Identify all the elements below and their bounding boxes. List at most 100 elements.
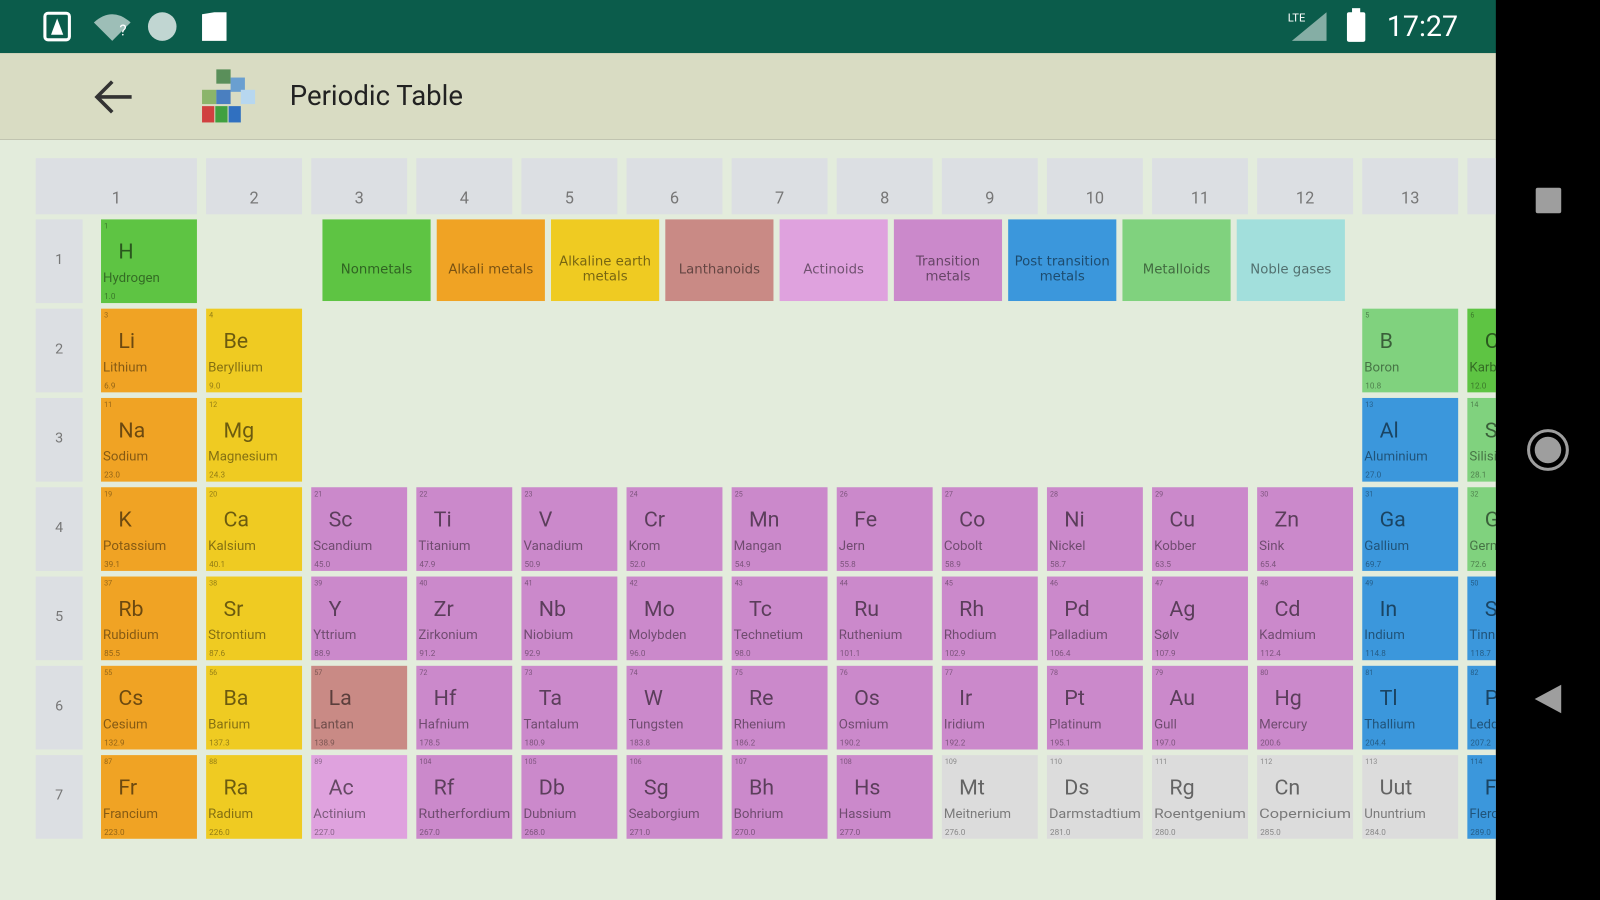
element-cell[interactable]: 50 Sn Tinn 118.7 [1467,576,1563,661]
element-symbol: B [1380,329,1393,354]
element-cell[interactable]: 72 Hf Hafnium 178.5 [416,665,513,750]
element-cell[interactable]: 55 Cs Cesium 132.9 [101,665,197,750]
element-cell[interactable]: 82 Pb Ledd 207.2 [1467,665,1563,750]
recents-button[interactable] [1535,187,1562,214]
element-cell[interactable]: 89 Ac Actinium 227.0 [311,755,408,839]
element-number: 104 [419,757,431,766]
element-cell[interactable]: 81 Tl Thallium 204.4 [1362,665,1459,750]
element-name: Zirkonium [418,628,477,643]
element-cell[interactable]: 48 Cd Kadmium 112.4 [1257,576,1354,661]
element-cell[interactable]: 74 W Tungsten 183.8 [626,665,723,750]
element-number: 30 [1260,489,1268,498]
legend-swatch [551,219,660,302]
element-name: Francium [103,807,158,822]
back-nav-button[interactable] [1534,684,1562,714]
element-cell[interactable]: 87 Fr Francium 223.0 [101,755,197,839]
element-cell[interactable]: 47 Ag Sølv 107.9 [1152,576,1248,661]
element-cell[interactable]: 22 Ti Titanium 47.9 [416,487,513,571]
element-cell[interactable]: 38 Sr Strontium 87.6 [206,576,303,661]
element-cell[interactable]: 57 La Lantan 138.9 [311,665,408,750]
element-cell[interactable]: 6 C Karbon 12.0 [1467,308,1563,393]
element-cell[interactable]: 5 B Boron 10.8 [1362,308,1459,393]
element-cell[interactable]: 46 Pd Palladium 106.4 [1046,576,1143,661]
element-cell[interactable]: 24 Cr Krom 52.0 [626,487,723,571]
element-mass: 285.0 [1260,827,1281,837]
element-cell[interactable]: 79 Au Gull 197.0 [1152,665,1248,750]
element-cell[interactable]: 21 Sc Scandium 45.0 [311,487,408,571]
element-name: Lithium [103,360,147,375]
element-cell[interactable]: 11 Na Sodium 23.0 [101,397,197,482]
home-button[interactable] [1527,429,1569,471]
element-cell[interactable]: 44 Ru Ruthenium 101.1 [836,576,933,661]
element-mass: 1.0 [104,291,116,301]
element-cell[interactable]: 76 Os Osmium 190.2 [836,665,933,750]
element-mass: 271.0 [630,827,651,837]
status-icons: ? LTE [43,8,1366,42]
element-number: 28 [1050,489,1058,498]
element-cell[interactable]: 88 Ra Radium 226.0 [206,755,303,839]
element-mass: 12.0 [1470,380,1486,390]
element-cell[interactable]: 73 Ta Tantalum 180.9 [521,665,618,750]
element-symbol: Ru [854,597,879,622]
group-number: 2 [249,188,258,207]
element-cell[interactable]: 41 Nb Niobium 92.9 [521,576,618,661]
element-cell[interactable]: 42 Mo Molybden 96.0 [626,576,723,661]
element-cell[interactable]: 49 In Indium 114.8 [1362,576,1459,661]
element-mass: 276.0 [945,827,966,837]
element-cell[interactable]: 75 Re Rhenium 186.2 [731,665,828,750]
element-cell[interactable]: 29 Cu Kobber 63.5 [1152,487,1248,571]
element-cell[interactable]: 78 Pt Platinum 195.1 [1046,665,1143,750]
element-number: 13 [1365,400,1373,409]
element-cell[interactable]: 37 Rb Rubidium 85.5 [101,576,197,661]
element-cell[interactable]: 32 Ge Germanium 72.6 [1467,487,1563,571]
element-cell[interactable]: 26 Fe Jern 55.8 [836,487,933,571]
element-cell[interactable]: 43 Tc Technetium 98.0 [731,576,828,661]
element-symbol: Fr [118,775,137,800]
element-cell[interactable]: 39 Y Yttrium 88.9 [311,576,408,661]
element-cell[interactable]: 19 K Potassium 39.1 [101,487,197,571]
element-bg [626,755,723,839]
element-number: 87 [104,757,112,766]
element-cell[interactable]: 30 Zn Sink 65.4 [1257,487,1354,571]
legend-label: Alkali metals [448,261,534,278]
element-cell[interactable]: 28 Ni Nickel 58.7 [1046,487,1143,571]
element-cell[interactable]: 14 Si Silisium 28.1 [1467,397,1563,482]
element-mass: 85.5 [104,648,120,658]
element-cell[interactable]: 25 Mn Mangan 54.9 [731,487,828,571]
element-bg [1257,487,1354,571]
element-number: 78 [1050,668,1058,677]
element-cell[interactable]: 1 H Hydrogen 1.0 [101,219,197,304]
element-cell[interactable]: 40 Zr Zirkonium 91.2 [416,576,513,661]
element-mass: 137.3 [209,738,230,748]
element-bg [1046,487,1143,571]
element-name: Lantan [313,718,354,733]
period-header [35,487,83,571]
element-cell[interactable]: 80 Hg Mercury 200.6 [1257,665,1354,750]
element-cell[interactable]: 27 Co Cobolt 58.9 [941,487,1038,571]
element-cell[interactable]: 31 Ga Gallium 69.7 [1362,487,1459,571]
back-button[interactable] [94,80,132,114]
element-cell[interactable]: 45 Rh Rhodium 102.9 [941,576,1038,661]
element-cell[interactable]: 56 Ba Barium 137.3 [206,665,303,750]
element-cell[interactable]: 13 Al Aluminium 27.0 [1362,397,1459,482]
group-number: 6 [670,188,679,207]
element-number: 76 [840,668,848,677]
element-cell[interactable]: 12 Mg Magnesium 24.3 [206,397,303,482]
element-cell[interactable]: 20 Ca Kalsium 40.1 [206,487,303,571]
element-bg [1362,397,1459,482]
element-cell[interactable]: 77 Ir Iridium 192.2 [941,665,1038,750]
element-cell[interactable]: 3 Li Lithium 6.9 [101,308,197,393]
element-cell[interactable]: 23 V Vanadium 50.9 [521,487,618,571]
element-cell[interactable]: 4 Be Beryllium 9.0 [206,308,303,393]
